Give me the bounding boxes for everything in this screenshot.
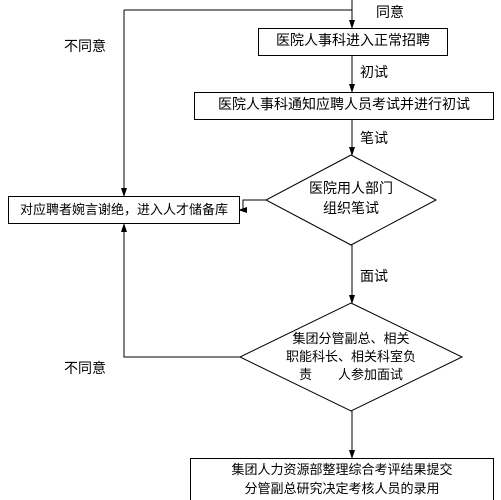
node-hr-recruit: 医院人事科进入正常招聘 [258, 28, 448, 56]
decision-written-exam: 医院用人部门 组织笔试 [266, 155, 436, 245]
label-disagree-upper: 不同意 [64, 36, 106, 56]
node-final-decision: 集团人力资源部整理综合考评结果提交 分管副总研究决定考核人员的录用 [190, 458, 494, 500]
connectors [0, 0, 501, 500]
decision-interview: 集团分管副总、相关 职能科长、相关科室负 责 人参加面试 [240, 303, 462, 411]
label-interview: 面试 [360, 266, 388, 286]
decision-written-l1: 医院用人部门 [309, 180, 393, 200]
decision-interview-l1: 集团分管副总、相关 [286, 330, 416, 348]
label-prelim: 初试 [360, 62, 388, 82]
label-agree-top: 同意 [376, 2, 404, 22]
decision-interview-l2: 职能科长、相关科室负 [286, 348, 416, 366]
node-notify-exam-text: 医院人事科通知应聘人员考试并进行初试 [218, 96, 470, 116]
decision-written-l2: 组织笔试 [309, 200, 393, 220]
node-reject-pool-text: 对应聘者婉言谢绝，进入人才储备库 [20, 201, 228, 219]
node-notify-exam: 医院人事科通知应聘人员考试并进行初试 [194, 92, 494, 120]
label-disagree-lower: 不同意 [64, 358, 106, 378]
node-final-l2: 分管副总研究决定考核人员的录用 [231, 480, 452, 498]
node-reject-pool: 对应聘者婉言谢绝，进入人才储备库 [8, 196, 240, 224]
decision-interview-l3: 责 人参加面试 [286, 366, 416, 384]
node-final-l1: 集团人力资源部整理综合考评结果提交 [231, 461, 452, 479]
node-hr-recruit-text: 医院人事科进入正常招聘 [276, 32, 430, 52]
label-written: 笔试 [360, 128, 388, 148]
